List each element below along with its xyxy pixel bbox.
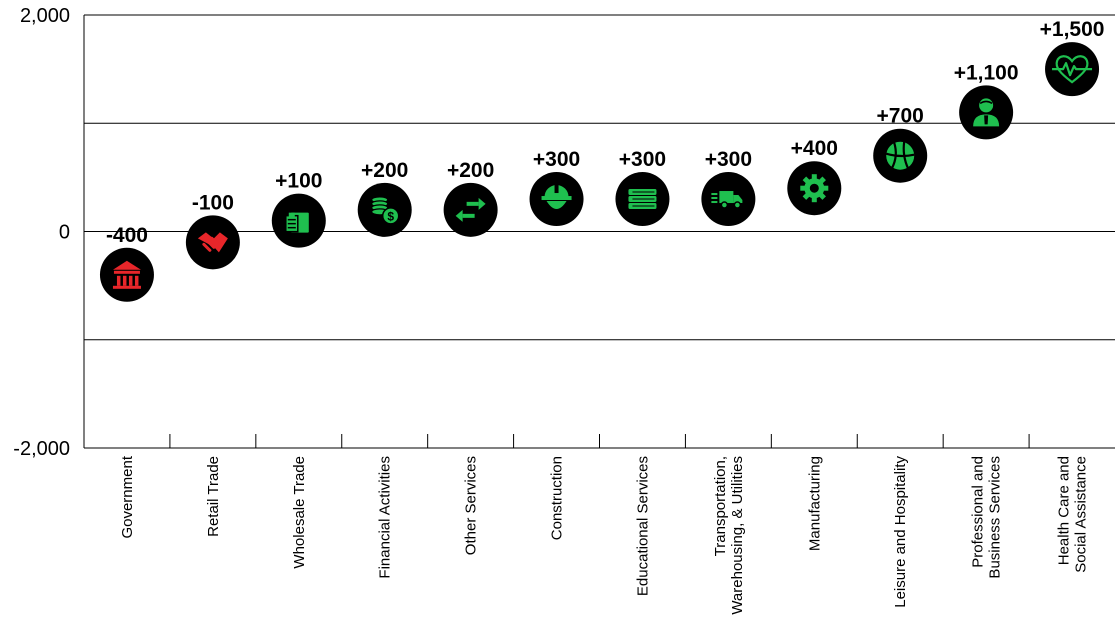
category-label: Educational Services — [634, 456, 651, 596]
category-label: Transportation, — [712, 456, 729, 556]
data-label: +300 — [619, 148, 666, 171]
y-tick-label: 0 — [59, 222, 70, 244]
data-point — [271, 193, 326, 248]
data-point — [873, 128, 928, 183]
data-point — [701, 172, 756, 227]
category-label: Government — [119, 455, 136, 538]
data-point — [787, 161, 842, 216]
handshake-icon — [197, 232, 228, 253]
data-label: +300 — [705, 148, 752, 171]
marks-layer: $ — [99, 42, 1100, 302]
data-label: +700 — [877, 105, 924, 128]
category-label: Social Assistance — [1073, 456, 1090, 573]
beach-ball-icon — [885, 141, 915, 170]
data-label: +400 — [791, 137, 838, 160]
data-point: $ — [357, 182, 412, 237]
data-point — [185, 215, 240, 270]
category-label: Leisure and Hospitality — [892, 456, 909, 608]
data-point — [1045, 42, 1100, 97]
data-label: +1,500 — [1040, 18, 1105, 41]
data-label: -100 — [192, 191, 234, 214]
books-icon — [628, 189, 657, 210]
exchange-arrows-icon — [455, 197, 486, 222]
category-label: Manufacturing — [806, 456, 823, 551]
gear-icon — [800, 174, 829, 203]
truck-icon — [711, 191, 743, 209]
category-label: Financial Activities — [377, 456, 394, 579]
axis-layer: 2,000 0 -2,000 — [13, 5, 1115, 460]
data-point — [959, 85, 1014, 140]
category-label: Business Services — [987, 456, 1004, 579]
category-label: Wholesale Trade — [291, 456, 308, 569]
svg-text:$: $ — [387, 209, 394, 223]
data-label: +1,100 — [954, 61, 1019, 84]
heart-monitor-icon — [1052, 55, 1093, 84]
data-label: +300 — [533, 148, 580, 171]
data-point — [99, 247, 154, 302]
bank-icon — [112, 260, 141, 289]
y-tick-label: 2,000 — [20, 5, 70, 27]
category-label: Health Care and — [1056, 456, 1073, 565]
data-point — [443, 182, 498, 237]
data-label: +200 — [447, 159, 494, 182]
labels-layer: Government Retail Trade Wholesale Trade Fin… — [106, 18, 1105, 615]
category-label: Retail Trade — [205, 456, 222, 537]
data-point-marker — [99, 247, 154, 302]
data-point — [615, 172, 670, 227]
businessman-icon — [973, 98, 1000, 127]
data-label: +100 — [275, 170, 322, 193]
category-label: Construction — [549, 456, 566, 540]
category-label: Other Services — [463, 456, 480, 555]
y-tick-label: -2,000 — [13, 438, 70, 460]
category-label: Warehousing, & Utilities — [729, 456, 746, 615]
coins-icon: $ — [371, 196, 400, 225]
hard-hat-icon — [541, 184, 572, 210]
grid-layer — [83, 14, 1115, 448]
clipboard-box-icon — [285, 212, 309, 233]
category-label: Professional and — [970, 456, 987, 568]
data-point — [529, 172, 584, 227]
data-label: -400 — [106, 224, 148, 247]
data-label: +200 — [361, 159, 408, 182]
data-point-marker — [443, 182, 498, 237]
